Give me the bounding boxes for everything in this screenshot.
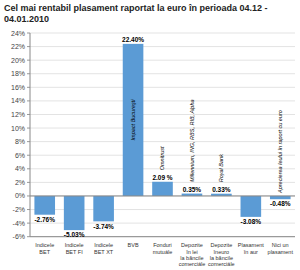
tick-label: -6%: [13, 233, 25, 240]
tick-label: 2%: [15, 179, 25, 186]
value-label: -3.74%: [93, 223, 114, 230]
category-label: Fondurimutuále: [153, 242, 173, 254]
tick-label: 18%: [11, 70, 25, 77]
category-line: plasament: [268, 249, 294, 255]
category-label: IndiceleBET XT: [94, 242, 114, 254]
bar: [64, 196, 85, 230]
bar-annotation: Millennium, ING, RBS, RIB, Alpha: [189, 99, 195, 182]
grid-line: [30, 128, 295, 129]
tick-label: 8%: [15, 138, 25, 145]
tick-label: -2%: [13, 206, 25, 213]
category-line: în lei: [185, 249, 198, 255]
category-label: IndiceleBET FI: [65, 242, 84, 254]
category-line: BET: [39, 249, 50, 255]
grid-line: [30, 100, 295, 101]
category-line: Fonduri: [153, 242, 172, 248]
value-label: 2.09 %: [152, 174, 172, 181]
category-line: în aur: [243, 249, 258, 255]
category-label: BVB: [128, 242, 139, 248]
category-line: la băncile: [210, 255, 233, 261]
value-label: 0.35%: [183, 186, 202, 193]
category-label: IndiceleBET: [35, 242, 54, 254]
tick-label: 20%: [11, 57, 25, 64]
tick-label: 12%: [11, 111, 25, 118]
tick-label: 24%: [11, 30, 25, 37]
title-line: Cel mai rentabil plasament raportat la e…: [4, 3, 268, 13]
value-label: -2.76%: [34, 216, 55, 223]
value-label: -5.03%: [64, 231, 85, 238]
tick-label: 10%: [11, 125, 25, 132]
grid-line: [30, 195, 295, 196]
bar: [34, 196, 55, 215]
category-line: Indicele: [35, 242, 54, 248]
y-axis-line: [30, 33, 31, 237]
category-line: BVB: [128, 242, 139, 248]
bar-annotation: Omnitrust: [160, 146, 166, 170]
category-label: Plasamentîn aur: [238, 242, 264, 254]
category-line: Nici un: [272, 242, 289, 248]
bar: [152, 182, 173, 196]
category-line: comerciále: [208, 261, 235, 267]
tick-label: 4%: [15, 165, 25, 172]
category-line: Depozite: [211, 242, 233, 248]
category-label: Nici unplasament: [268, 242, 294, 254]
grid-line: [30, 46, 295, 47]
tick-label: 6%: [15, 152, 25, 159]
tick-label: 0%: [15, 192, 25, 199]
tick-label: 16%: [11, 84, 25, 91]
grid-line: [30, 87, 295, 88]
x-axis: IndiceleBETIndiceleBET FIIndiceleBET XTB…: [30, 237, 295, 267]
category-line: BET XT: [94, 249, 114, 255]
grid-line: [30, 73, 295, 74]
category-line: Plasament: [238, 242, 264, 248]
bars: [34, 44, 290, 230]
grid-line: [30, 141, 295, 142]
grid-line: [30, 33, 295, 34]
bar-annotation: Royal Bank: [218, 154, 224, 182]
category-label: Depoziteîneurola băncilecomerciále: [208, 242, 235, 267]
title-line: 04.01.2010: [4, 14, 49, 24]
tick-label: 22%: [11, 43, 25, 50]
bar-annotation: Aprecierea leului în raport cu euro: [277, 110, 283, 194]
data-labels: -2.76% -5.03% -3.74% 22.40% 2.09 % 0.35% 0.33%…: [34, 36, 290, 238]
category-line: comerciále: [179, 261, 206, 267]
category-line: mutuále: [153, 249, 173, 255]
bar: [93, 196, 114, 221]
category-label: Depoziteîn leila băncilecomerciále: [179, 242, 206, 267]
category-line: la băncile: [180, 255, 203, 261]
category-line: Indicele: [65, 242, 84, 248]
grid: [30, 33, 295, 237]
bar-annotation: Impact Bucureşti: [130, 99, 136, 141]
category-line: îneuro: [213, 249, 230, 255]
value-label: -0.48%: [270, 200, 291, 207]
title: Cel mai rentabil plasament raportat la e…: [4, 3, 268, 24]
bar: [241, 196, 262, 217]
category-line: Indicele: [94, 242, 113, 248]
tick-label: -4%: [13, 220, 25, 227]
zero-line: [30, 195, 295, 196]
y-axis: -6% -4% -2% 0% 2% 4% 6% 8% 10% 12% 14% 16% 18% 20% 22%…: [11, 30, 30, 241]
category-line: Depozite: [181, 242, 203, 248]
bar: [123, 44, 144, 196]
value-label: 22.40%: [122, 36, 144, 43]
value-label: -3.08%: [241, 218, 262, 225]
grid-line: [30, 60, 295, 61]
grid-line: [30, 114, 295, 115]
chart: Cel mai rentabil plasament raportat la e…: [0, 0, 300, 270]
tick-label: 14%: [11, 97, 25, 104]
category-line: BET FI: [66, 249, 83, 255]
value-label: 0.33%: [212, 186, 231, 193]
